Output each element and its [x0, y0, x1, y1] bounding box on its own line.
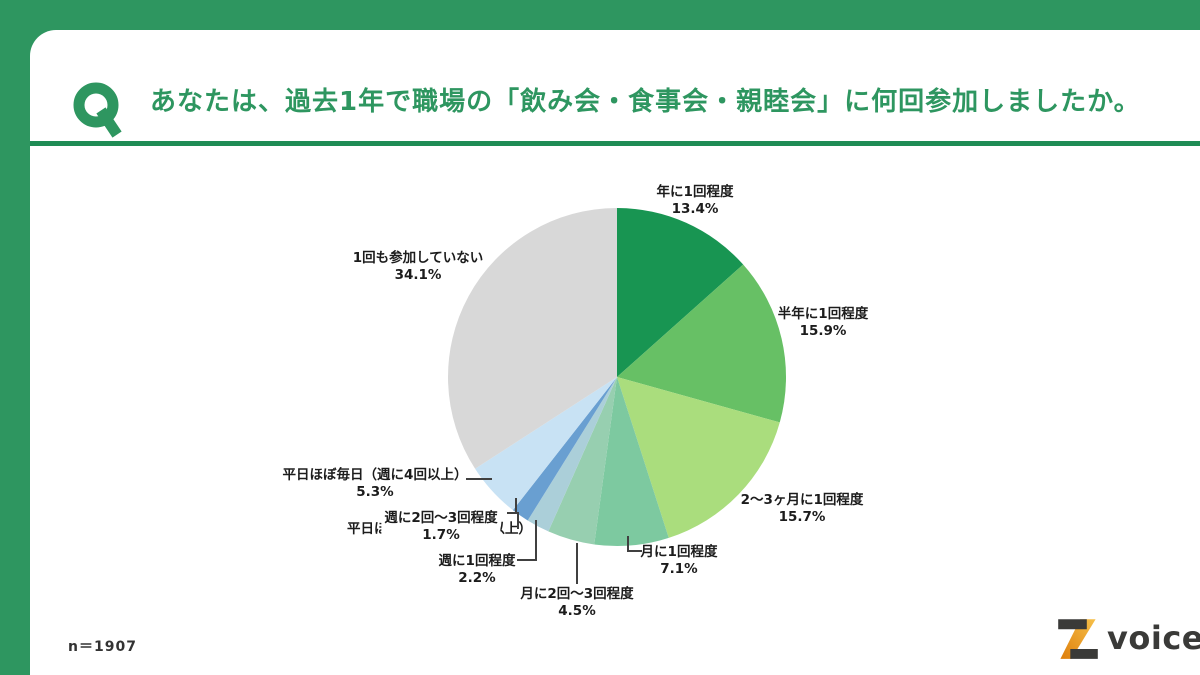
pie-label-weekday-everyday: 平日ほぼ毎日（週に4回以上） 5.3% [283, 467, 468, 501]
leader-monthly-once [627, 536, 642, 552]
pie-label-text: 平日ほぼ毎日（週に4回以上） [282, 467, 468, 483]
pie-label-pct: 15.9% [799, 323, 847, 339]
pie-label-text: 2〜3ヶ月に1回程度 [740, 492, 864, 508]
pie-label-yearly-once: 年に1回程度 13.4% [657, 184, 734, 218]
pie-segment-7 [475, 377, 617, 511]
brand-name: voice [1107, 619, 1200, 657]
pie-label-text: 月に1回程度 [640, 544, 718, 560]
pie-wedges [448, 207, 787, 547]
pie-label-text: 週に2回〜3回程度 [384, 510, 498, 526]
pie-segment-3 [594, 377, 669, 547]
pie-label-monthly-2-3: 月に2回〜3回程度 4.5% [520, 586, 633, 620]
leader-lines [466, 478, 642, 584]
pie-segment-5 [527, 377, 617, 532]
pie-label-text: 月に2回〜3回程度 [520, 586, 634, 602]
pie-label-pct: 5.3% [356, 484, 394, 500]
leader-weekly-once [517, 520, 537, 561]
pie-segment-1 [617, 264, 787, 423]
pie-label-pct: 34.1% [394, 267, 442, 283]
question-q-icon [73, 82, 122, 138]
pie-label-text: 半年に1回程度 [777, 306, 869, 322]
question-title: あなたは、過去1年で職場の「飲み会・食事会・親睦会」に何回参加しましたか。 [150, 87, 1141, 117]
pie-label-monthly-once: 月に1回程度 7.1% [641, 544, 718, 578]
pie-label-pct: 13.4% [671, 201, 719, 217]
pie-label-text: 1回も参加していない [352, 250, 484, 266]
pie-label-pct: 4.5% [558, 603, 596, 619]
pie-label-text: 週に1回程度 [438, 553, 516, 569]
pie-label-weekly-2-3: 週に2回〜3回程度 1.7% [381, 509, 501, 545]
pie-label-pct: 7.1% [660, 561, 698, 577]
pie-label-pct: 2.2% [458, 570, 496, 586]
header-divider [30, 141, 1200, 146]
brand-z-icon [1058, 619, 1098, 659]
pie-label-weekly-once: 週に1回程度 2.2% [439, 553, 516, 587]
pie-segment-0 [617, 207, 744, 377]
pie-label-2-3months: 2〜3ヶ月に1回程度 15.7% [741, 492, 864, 526]
pie-label-text: 年に1回程度 [656, 184, 734, 200]
pie-label-never: 1回も参加していない 34.1% [353, 250, 484, 284]
pie-label-halfyear-once: 半年に1回程度 15.9% [778, 306, 868, 340]
pie-segment-2 [617, 377, 780, 538]
pie-label-pct: 1.7% [422, 527, 460, 543]
sample-size: n＝1907 [68, 639, 137, 655]
pie-segment-8 [448, 208, 617, 469]
leader-artifact-elbow [507, 512, 519, 529]
pie-label-pct: 15.7% [778, 509, 826, 525]
brand-logo: voice [1056, 616, 1200, 660]
pie-segment-6 [512, 377, 617, 521]
pie-segment-4 [548, 377, 617, 545]
